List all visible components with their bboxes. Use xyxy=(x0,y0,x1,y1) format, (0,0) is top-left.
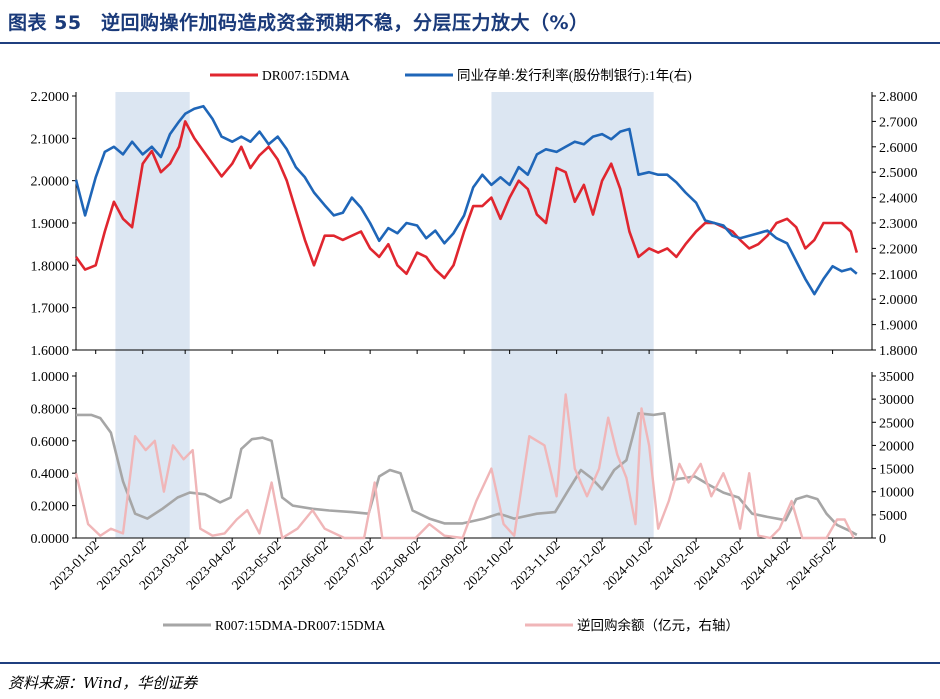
top-right-tick-label: 2.1000 xyxy=(879,268,918,283)
x-tick-label: 2023-08-02 xyxy=(368,538,423,593)
top-right-tick-label: 2.5000 xyxy=(879,166,918,181)
top-right-tick-label: 2.2000 xyxy=(879,242,918,257)
x-tick-label: 2023-07-02 xyxy=(321,538,376,593)
top-left-tick-label: 2.2000 xyxy=(31,90,70,105)
legend-label-ncd: 同业存单:发行利率(股份制银行):1年(右) xyxy=(457,67,692,83)
x-tick-label: 2023-12-02 xyxy=(553,538,608,593)
bottom-right-tick-label: 30000 xyxy=(879,393,914,408)
bottom-right-tick-label: 5000 xyxy=(879,509,907,524)
top-right-tick-label: 1.8000 xyxy=(879,344,918,359)
legend-label-repo: 逆回购余额（亿元，右轴） xyxy=(577,617,739,633)
bottom-left-tick-label: 0.2000 xyxy=(31,500,70,515)
top-right-tick-label: 2.7000 xyxy=(879,115,918,130)
x-tick-label: 2023-05-02 xyxy=(229,538,284,593)
chart-canvas: 1.6000 1.7000 1.8000 1.9000 2.0000 2.1000 2.20… xyxy=(31,67,918,633)
bottom-right-tick-label: 15000 xyxy=(879,463,914,478)
top-right-tick-label: 1.9000 xyxy=(879,319,918,334)
shaded-periods xyxy=(115,92,654,538)
footer-rule xyxy=(0,662,940,664)
bottom-right-tick-label: 0 xyxy=(879,532,886,547)
bottom-left-tick-label: 0.0000 xyxy=(31,532,70,547)
top-right-tick-label: 2.0000 xyxy=(879,293,918,308)
bottom-right-tick-label: 35000 xyxy=(879,370,914,385)
x-tick-label: 2024-01-02 xyxy=(600,538,655,593)
title-rule xyxy=(0,42,940,44)
bottom-left-tick-label: 0.8000 xyxy=(31,402,70,417)
top-left-tick-label: 2.0000 xyxy=(31,175,70,190)
top-left-tick-label: 1.6000 xyxy=(31,344,70,359)
bottom-right-tick-label: 25000 xyxy=(879,416,914,431)
bottom-left-tick-label: 1.0000 xyxy=(31,370,70,385)
legend-bottom: R007:15DMA-DR007:15DMA 逆回购余额（亿元，右轴） xyxy=(163,617,739,633)
top-right-tick-label: 2.4000 xyxy=(879,192,918,207)
x-tick-label: 2023-10-02 xyxy=(461,538,516,593)
bottom-right-tick-label: 20000 xyxy=(879,439,914,454)
top-left-tick-label: 1.7000 xyxy=(31,302,70,317)
legend-label-dr007: DR007:15DMA xyxy=(262,68,350,83)
title-bar: 图表 55 逆回购操作加码造成资金预期不稳，分层压力放大（%） xyxy=(0,0,940,44)
top-left-tick-label: 2.1000 xyxy=(31,132,70,147)
x-tick-label: 2024-05-02 xyxy=(784,538,839,593)
legend-top: DR007:15DMA 同业存单:发行利率(股份制银行):1年(右) xyxy=(210,67,692,83)
figure-title: 图表 55 逆回购操作加码造成资金预期不稳，分层压力放大（%） xyxy=(8,12,589,34)
source-note: 资料来源：Wind，华创证券 xyxy=(8,674,198,692)
bottom-right-tick-label: 10000 xyxy=(879,486,914,501)
shaded-period-2 xyxy=(491,92,654,538)
reverse-repo-balance-line xyxy=(74,393,855,540)
legend-label-spread: R007:15DMA-DR007:15DMA xyxy=(215,618,386,633)
r007-dr007-spread-line xyxy=(76,411,858,536)
top-left-tick-label: 1.9000 xyxy=(31,217,70,232)
shaded-period-1 xyxy=(115,92,190,538)
bottom-left-tick-label: 0.6000 xyxy=(31,435,70,450)
series-layer xyxy=(74,104,859,540)
top-right-tick-label: 2.8000 xyxy=(879,90,918,105)
ncd-rate-line xyxy=(74,104,858,296)
top-left-tick-label: 1.8000 xyxy=(31,259,70,274)
top-right-tick-label: 2.6000 xyxy=(879,141,918,156)
top-right-tick-label: 2.3000 xyxy=(879,217,918,232)
dr007-line xyxy=(74,120,859,280)
bottom-left-tick-label: 0.4000 xyxy=(31,467,70,482)
